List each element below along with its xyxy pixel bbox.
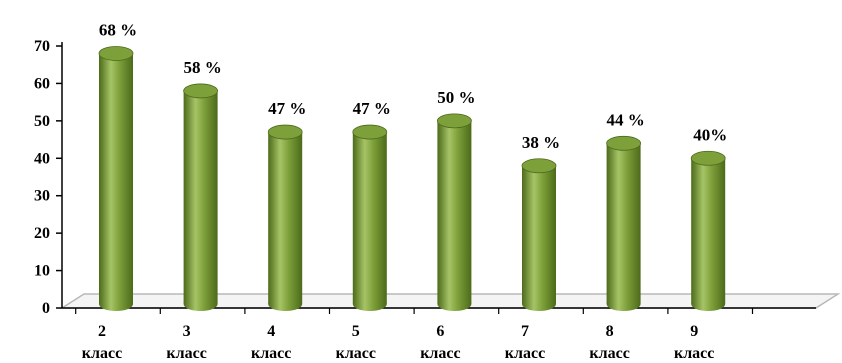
category-label-number: 2 bbox=[98, 323, 106, 340]
bar bbox=[98, 46, 134, 311]
category-label-word: класс bbox=[251, 345, 291, 362]
bar-body bbox=[99, 53, 133, 304]
bar-body bbox=[606, 143, 641, 304]
bar-body bbox=[691, 158, 726, 304]
data-label: 47 % bbox=[268, 99, 306, 118]
bar-top-cap bbox=[690, 150, 726, 166]
bar bbox=[352, 124, 388, 311]
category-label-number: 9 bbox=[690, 323, 698, 340]
bar-body bbox=[183, 90, 218, 305]
category-label-word: класс bbox=[505, 345, 545, 362]
bar-bottom-cap bbox=[183, 297, 218, 311]
y-tick-label: 40 bbox=[34, 150, 50, 167]
bar bbox=[521, 158, 557, 311]
category-label-word: класс bbox=[674, 345, 714, 362]
y-tick-label: 10 bbox=[34, 263, 50, 280]
bar-top-cap bbox=[521, 158, 557, 174]
bar-top-cap bbox=[267, 124, 303, 140]
bars bbox=[98, 46, 726, 311]
y-tick-label: 70 bbox=[34, 38, 50, 55]
data-label: 50 % bbox=[437, 88, 475, 107]
y-tick-label: 30 bbox=[34, 188, 50, 205]
data-label: 40% bbox=[693, 125, 727, 144]
bar-top-cap bbox=[352, 124, 388, 140]
bar-body bbox=[522, 165, 556, 304]
bar-bottom-cap bbox=[522, 297, 556, 311]
category-label-word: класс bbox=[336, 345, 376, 362]
bar-body bbox=[352, 132, 387, 304]
bar bbox=[436, 113, 472, 311]
category-label-number: 6 bbox=[436, 323, 444, 340]
bar-body bbox=[437, 120, 472, 304]
bar bbox=[267, 124, 303, 311]
bar-top-cap bbox=[436, 113, 472, 129]
bar-bottom-cap bbox=[99, 297, 133, 311]
category-label-number: 4 bbox=[267, 323, 275, 340]
bar-top-cap bbox=[98, 46, 134, 61]
data-label: 68 % bbox=[99, 20, 137, 39]
bar-bottom-cap bbox=[606, 297, 641, 311]
data-label: 58 % bbox=[183, 58, 221, 77]
y-tick-label: 0 bbox=[42, 300, 50, 317]
bar-bottom-cap bbox=[268, 297, 303, 311]
bar-bottom-cap bbox=[691, 297, 726, 311]
category-label-number: 8 bbox=[606, 323, 614, 340]
category-label-number: 7 bbox=[521, 323, 529, 340]
bar-bottom-cap bbox=[437, 297, 472, 311]
data-labels: 68 % 58 % 47 % 47 % 50 % 38 % 44 % 40% bbox=[99, 20, 727, 151]
data-label: 47 % bbox=[353, 99, 391, 118]
y-axis: 0 10 20 30 40 50 60 70 bbox=[34, 38, 63, 317]
data-label: 44 % bbox=[606, 110, 644, 129]
y-tick-label: 50 bbox=[34, 113, 50, 130]
category-label-word: класс bbox=[420, 345, 460, 362]
bar-top-cap bbox=[606, 135, 641, 151]
category-label-number: 5 bbox=[352, 323, 360, 340]
bar-bottom-cap bbox=[352, 297, 387, 311]
category-labels: 2 класс 3 класс 4 класс 5 класс 6 класс 7 класс 8 кла… bbox=[82, 323, 715, 362]
category-label-number: 3 bbox=[183, 323, 191, 340]
bar-top-cap bbox=[183, 83, 219, 99]
bar bbox=[606, 135, 641, 311]
bar bbox=[690, 150, 726, 311]
category-label-word: класс bbox=[166, 345, 206, 362]
y-tick-label: 20 bbox=[34, 225, 50, 242]
category-label-word: класс bbox=[82, 345, 122, 362]
category-label-word: класс bbox=[589, 345, 629, 362]
bar-body bbox=[268, 132, 303, 304]
data-label: 38 % bbox=[522, 133, 560, 152]
y-tick-label: 60 bbox=[34, 75, 50, 92]
bar bbox=[183, 83, 219, 311]
